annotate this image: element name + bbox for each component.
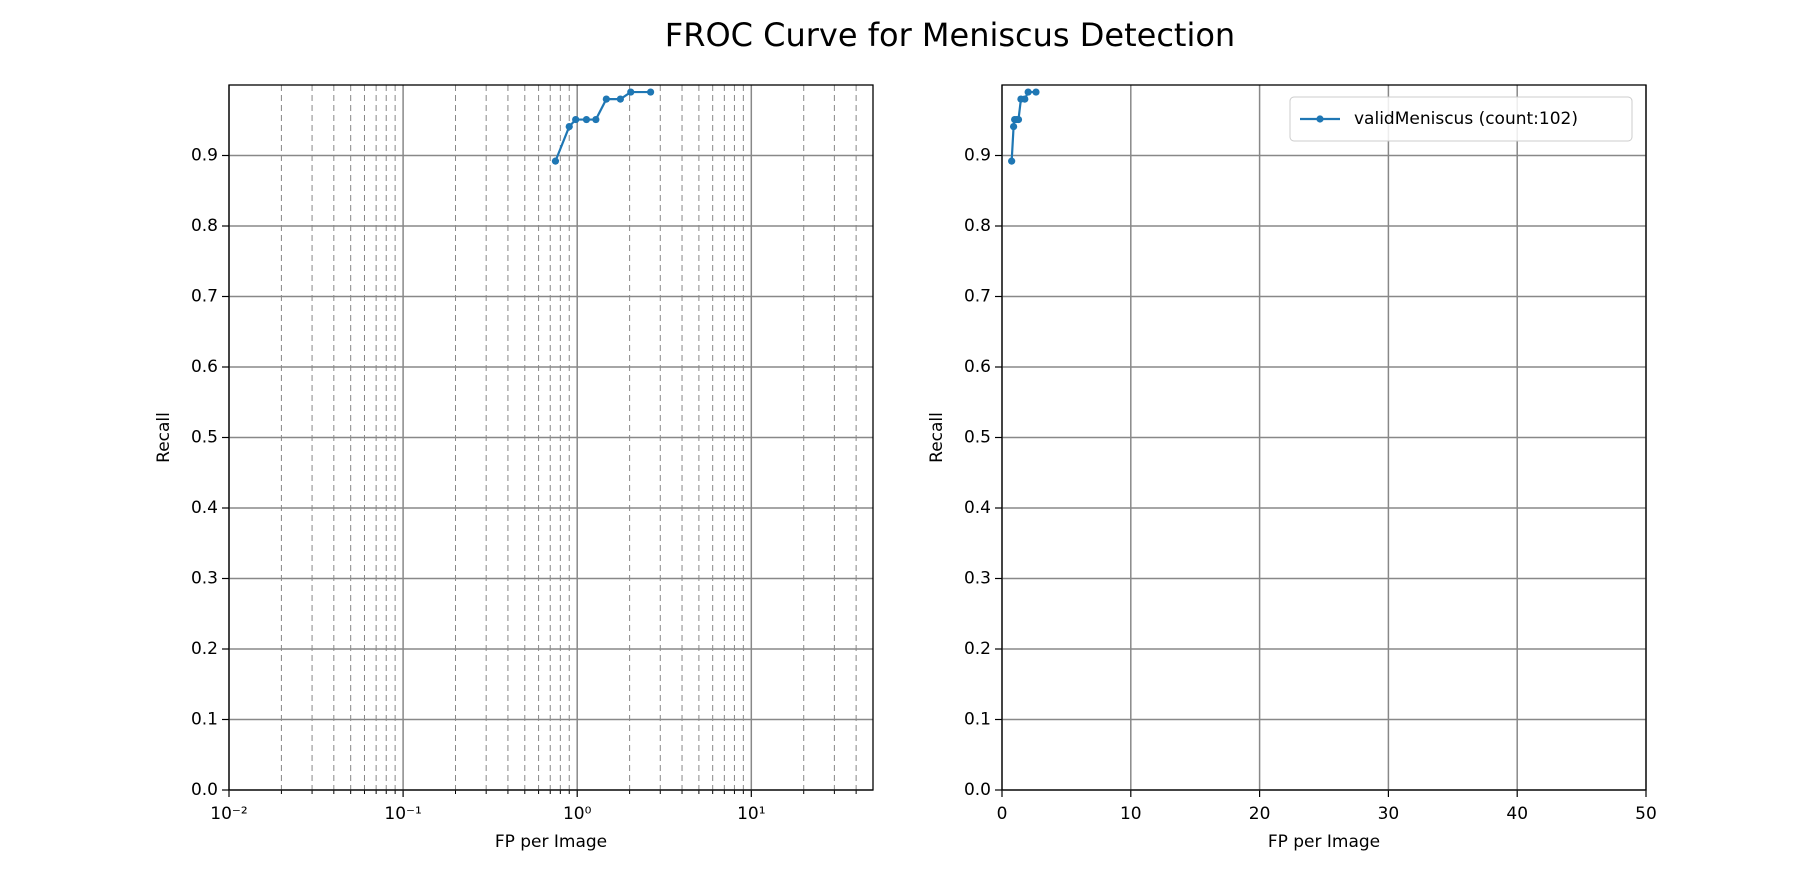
point <box>1014 115 1023 124</box>
y-tick-label: 0.2 <box>191 639 218 659</box>
axes-frame <box>1001 84 1647 791</box>
y-tick-label: 0.1 <box>964 710 991 730</box>
y-tick-label: 0.6 <box>191 357 218 377</box>
y-tick-label: 0.9 <box>191 146 218 166</box>
x-tick-label: 30 <box>1378 804 1400 824</box>
point <box>602 95 610 103</box>
y-tick-label: 0.8 <box>964 216 991 236</box>
x-tick-label: 10¹ <box>737 804 765 824</box>
legend-label: validMeniscus (count:102) <box>1354 109 1578 129</box>
y-axis-label: Recall <box>927 412 947 463</box>
x-tick-label: 40 <box>1506 804 1528 824</box>
point <box>627 88 635 96</box>
point <box>551 157 560 165</box>
legend-box <box>1289 96 1633 142</box>
y-tick-label: 0.5 <box>964 428 991 448</box>
x-tick-label: 10⁻¹ <box>384 804 421 824</box>
y-tick-label: 0.7 <box>964 287 991 307</box>
point <box>582 115 591 124</box>
point <box>1009 122 1018 131</box>
y-tick-label: 0.4 <box>191 498 218 518</box>
point <box>565 122 573 131</box>
point <box>592 115 600 124</box>
legend-marker <box>1316 115 1324 123</box>
point <box>572 115 580 124</box>
y-tick-label: 0.3 <box>191 569 218 589</box>
figure-title: FROC Curve for Meniscus Detection <box>665 16 1235 54</box>
y-tick-label: 0.7 <box>191 287 218 307</box>
y-tick-label: 0.2 <box>964 639 991 659</box>
point <box>1021 95 1029 103</box>
x-tick-label: 50 <box>1635 804 1657 824</box>
x-tick-label: 10 <box>1120 804 1142 824</box>
point <box>1032 88 1040 96</box>
x-tick-label: 20 <box>1249 804 1271 824</box>
y-axis-label: Recall <box>154 412 174 463</box>
point <box>1024 88 1032 96</box>
point <box>647 88 655 96</box>
x-axis-label: FP per Image <box>1268 832 1380 852</box>
x-axis-label: FP per Image <box>495 832 607 852</box>
x-tick-label: 10⁰ <box>563 804 592 824</box>
y-tick-label: 0.5 <box>191 428 218 448</box>
y-tick-label: 0.0 <box>964 780 991 800</box>
point <box>1008 157 1016 165</box>
y-tick-label: 0.4 <box>964 498 991 518</box>
y-tick-label: 0.9 <box>964 146 991 166</box>
y-tick-label: 0.1 <box>191 710 218 730</box>
y-tick-label: 0.6 <box>964 357 991 377</box>
y-tick-label: 0.3 <box>964 569 991 589</box>
x-tick-label: 0 <box>997 804 1008 824</box>
y-tick-label: 0.8 <box>191 216 218 236</box>
axes-frame <box>228 84 874 791</box>
x-tick-label: 10⁻² <box>210 804 247 824</box>
point <box>616 95 624 103</box>
y-tick-label: 0.0 <box>191 780 218 800</box>
